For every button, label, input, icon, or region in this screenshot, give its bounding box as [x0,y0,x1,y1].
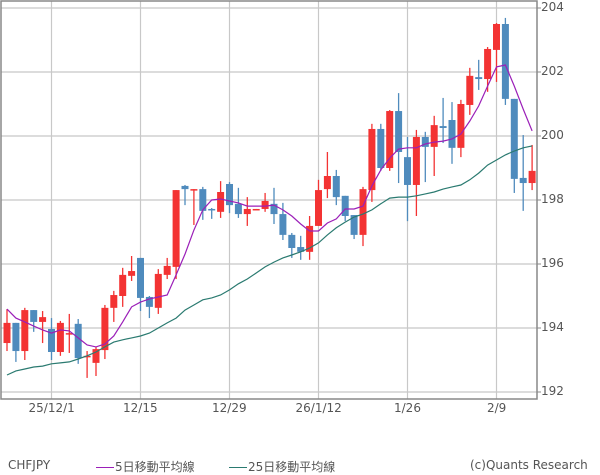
ma5-line [6,64,533,348]
y-tick-label: 194 [541,320,564,334]
x-tick-label: 1/26 [394,401,421,415]
x-tick-label: 2/9 [487,401,507,415]
x-tick-label: 26/1/12 [295,401,342,415]
candles [3,17,536,378]
ma25-swatch-icon [229,467,247,468]
x-tick-label: 12/29 [212,401,247,415]
ma5-swatch-icon [96,467,114,468]
ma25-line [6,145,533,376]
legend-ma5: 5日移動平均線 [96,458,195,475]
legend-ma5-label: 5日移動平均線 [115,460,195,474]
grid-lines [1,1,537,399]
legend-ma25: 25日移動平均線 [229,458,335,475]
y-tick-label: 196 [541,256,564,270]
copyright-credit: (c)Quants Research [470,458,588,472]
y-tick-label: 192 [541,384,564,398]
y-tick-label: 198 [541,192,564,206]
y-tick-label: 200 [541,128,564,142]
plot-frame [0,0,541,400]
x-tick-label: 12/15 [123,401,158,415]
y-tick-label: 204 [541,0,564,14]
x-tick-label: 25/12/1 [28,401,75,415]
y-tick-label: 202 [541,64,564,78]
symbol-label: CHFJPY [8,458,51,472]
legend-ma25-label: 25日移動平均線 [248,460,336,474]
